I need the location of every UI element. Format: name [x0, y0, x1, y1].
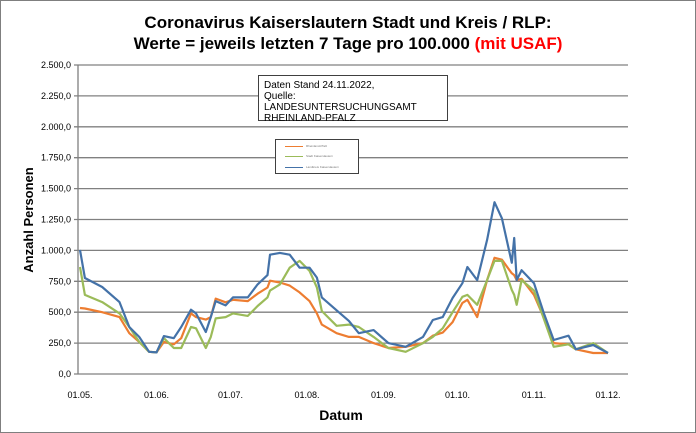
legend-label: Stadt Kaiserslautern	[306, 154, 334, 158]
x-tick-label: 01.12.	[595, 390, 620, 400]
title-highlight: (mit USAF)	[474, 34, 563, 53]
legend-label: Rheinland-Pfalz	[306, 144, 328, 148]
x-tick-label: 01.11.	[522, 390, 546, 400]
y-tick-label: 2.500,0	[41, 60, 71, 70]
y-tick-label: 2.000,0	[41, 122, 71, 132]
legend: Rheinland-Pfalz Stadt Kaiserslautern Lan…	[275, 139, 359, 174]
y-tick-label: 0,0	[58, 369, 71, 379]
series-line-landkreis-kaiserslautern	[78, 201, 609, 354]
y-tick-label: 500,0	[48, 307, 71, 317]
x-tick-label: 01.05.	[67, 390, 92, 400]
y-tick-label: 1.500,0	[41, 184, 71, 194]
x-axis-label: Datum	[319, 407, 363, 423]
legend-item: Rheinland-Pfalz	[285, 144, 327, 148]
legend-label: Landkreis Kaiserslautern	[306, 165, 340, 169]
chart-title: Coronavirus Kaiserslautern Stadt und Kre…	[0, 12, 696, 54]
y-tick-label: 2.250,0	[41, 91, 71, 101]
x-tick-label: 01.06.	[144, 390, 169, 400]
y-tick-label: 1.250,0	[41, 215, 71, 225]
x-tick-label: 01.09.	[371, 390, 396, 400]
y-tick-label: 250,0	[48, 338, 71, 348]
y-axis-label: Anzahl Personen	[21, 167, 36, 273]
legend-item: Stadt Kaiserslautern	[285, 154, 333, 158]
x-tick-label: 01.10.	[445, 390, 470, 400]
x-tick-label: 01.08.	[294, 390, 319, 400]
title-line-2-text: Werte = jeweils letzten 7 Tage pro 100.0…	[133, 34, 470, 53]
legend-swatch	[285, 155, 303, 157]
title-line-1: Coronavirus Kaiserslautern Stadt und Kre…	[144, 13, 552, 32]
legend-item: Landkreis Kaiserslautern	[285, 165, 339, 169]
x-tick-label: 01.07.	[218, 390, 243, 400]
y-tick-label: 750,0	[48, 276, 71, 286]
annotation-line: Daten Stand 24.11.2022,	[264, 80, 375, 91]
source-annotation: Daten Stand 24.11.2022, Quelle: LANDESUN…	[258, 75, 448, 124]
legend-swatch	[285, 166, 303, 168]
legend-swatch	[285, 145, 303, 147]
y-tick-label: 1.000,0	[41, 245, 71, 255]
series-line-rheinland-pfalz	[79, 256, 608, 355]
annotation-line: RHEINLAND-PFALZ	[264, 113, 356, 124]
y-tick-label: 1.750,0	[41, 153, 71, 163]
title-line-2: Werte = jeweils letzten 7 Tage pro 100.0…	[0, 33, 696, 54]
series-line-stadt-kaiserslautern	[78, 259, 609, 354]
annotation-line: Quelle: LANDESUNTERSUCHUNGSAMT	[264, 91, 417, 113]
